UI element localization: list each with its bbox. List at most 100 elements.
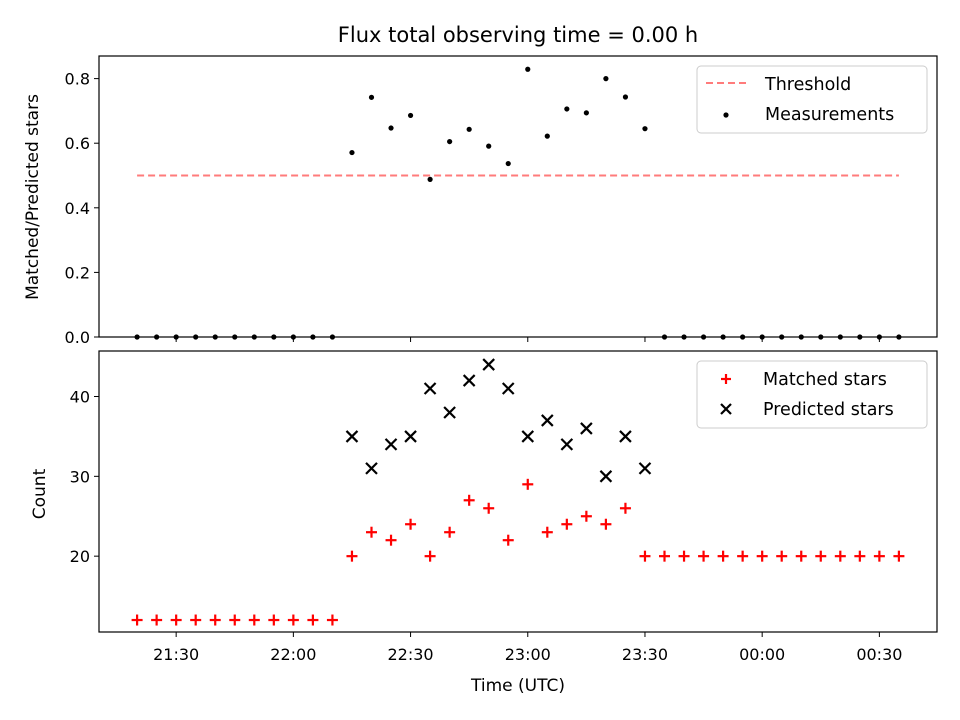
matched-star-point	[580, 510, 592, 522]
matched-star-point	[502, 534, 514, 546]
measurements-legend-swatch	[723, 112, 729, 118]
matched-star-point	[659, 550, 671, 562]
measurement-point	[447, 138, 453, 145]
bottom-x-tick-label: 23:30	[622, 645, 668, 664]
bottom-y-tick-label: 20	[70, 547, 90, 566]
matched-star-point	[873, 550, 885, 562]
matched-star-point	[756, 550, 768, 562]
top-x-axis-ticks	[175, 337, 880, 342]
matched-star-point	[815, 550, 827, 562]
matched-star-point	[209, 614, 221, 626]
matched-legend-swatch	[721, 374, 731, 384]
predicted-star-point	[423, 382, 437, 395]
matched-star-point	[854, 550, 866, 562]
matched-star-point	[190, 614, 202, 626]
matched-star-point	[405, 518, 417, 530]
measurement-point	[388, 125, 394, 131]
bottom-x-axis-label: Time (UTC)	[470, 676, 565, 696]
bottom-legend-box	[696, 360, 928, 429]
predicted-star-point	[521, 430, 535, 443]
predicted-star-point	[638, 462, 652, 475]
bottom-y-tick-label: 40	[70, 388, 90, 407]
matched-star-point	[170, 614, 182, 626]
matched-legend-label: Matched stars	[763, 370, 887, 390]
threshold-legend-label: Threshold	[764, 75, 851, 95]
matched-star-point	[424, 550, 436, 562]
matched-star-point	[678, 550, 690, 562]
top-y-tick-label: 0.6	[65, 134, 90, 153]
matched-star-point	[346, 550, 358, 562]
measurement-point	[525, 66, 531, 72]
top-axes-frame	[98, 55, 938, 338]
predicted-star-point	[501, 382, 515, 395]
matched-star-point	[385, 534, 397, 546]
matched-star-point	[444, 526, 456, 538]
bottom-y-axis-label: Count	[30, 468, 50, 519]
measurements-legend-label: Measurements	[765, 105, 894, 125]
measurement-point	[603, 76, 609, 82]
top-y-tick-label: 0.2	[65, 263, 90, 282]
measurement-point	[486, 143, 492, 149]
measurement-point	[368, 94, 375, 100]
predicted-star-point	[541, 414, 554, 427]
measurement-point	[505, 160, 511, 167]
measurement-point	[349, 149, 355, 156]
top-chart-title: Flux total observing time = 0.00 h	[338, 23, 698, 47]
matched-star-point	[248, 614, 260, 626]
matched-star-point	[541, 526, 553, 538]
measurement-point	[583, 110, 589, 116]
bottom-x-tick-label: 00:00	[739, 645, 785, 664]
predicted-star-point	[482, 358, 495, 371]
top-y-tick-label: 0.8	[65, 70, 90, 89]
matched-star-point	[151, 614, 163, 626]
top-y-axis: 0.0 0.2 0.4 0.6 0.8	[65, 70, 99, 347]
matched-star-point	[776, 550, 788, 562]
matched-star-point	[229, 614, 241, 626]
top-plot-area	[134, 66, 902, 340]
matched-star-point	[834, 550, 846, 562]
bottom-legend: Matched stars Predicted stars	[696, 360, 928, 429]
matched-star-point	[307, 614, 319, 626]
matched-star-point	[131, 614, 143, 626]
matched-star-point	[326, 614, 338, 626]
measurement-point	[427, 176, 433, 182]
matched-star-point	[561, 518, 573, 530]
predicted-star-point	[599, 470, 613, 483]
matched-star-point	[600, 518, 612, 530]
measurement-point	[622, 94, 629, 100]
predicted-legend-label: Predicted stars	[763, 400, 894, 420]
bottom-x-tick-label: 22:30	[388, 645, 434, 664]
matched-star-point	[287, 614, 299, 626]
bottom-x-tick-label: 22:00	[270, 645, 316, 664]
bottom-y-axis: 20 30 40	[70, 388, 99, 566]
matched-star-point	[463, 494, 475, 506]
bottom-x-tick-label: 23:00	[505, 645, 551, 664]
matched-star-point	[522, 478, 534, 490]
predicted-star-point	[404, 430, 417, 443]
measurement-point	[642, 126, 648, 132]
matched-star-point	[365, 526, 377, 538]
bottom-x-tick-label: 00:30	[856, 645, 902, 664]
measurement-point	[466, 126, 472, 132]
matched-star-point	[795, 550, 807, 562]
matched-star-point	[268, 614, 280, 626]
predicted-star-point	[580, 422, 593, 435]
predicted-star-point	[345, 430, 359, 443]
measurement-point	[407, 112, 414, 119]
top-legend: Threshold Measurements	[696, 65, 928, 134]
top-legend-box	[696, 65, 928, 134]
predicted-star-point	[560, 438, 574, 451]
matched-star-point	[483, 502, 495, 514]
predicted-star-point	[384, 438, 398, 451]
top-y-axis-label: Matched/Predicted stars	[23, 94, 43, 300]
bottom-axes-frame	[98, 350, 938, 633]
bottom-x-tick-label: 21:30	[153, 645, 199, 664]
matched-star-point	[619, 502, 631, 514]
measurement-point	[564, 106, 570, 112]
measurement-point	[544, 133, 550, 139]
predicted-star-point	[619, 430, 632, 443]
matched-star-point	[698, 550, 710, 562]
bottom-x-axis: 21:30 22:00 22:30 23:00 23:30 00:00 00:30	[153, 632, 902, 664]
bottom-plot-area	[131, 358, 905, 626]
